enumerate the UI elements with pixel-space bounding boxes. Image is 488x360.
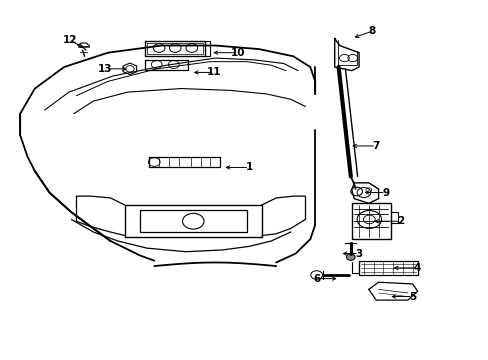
Text: 5: 5 bbox=[408, 292, 415, 302]
Text: 4: 4 bbox=[413, 263, 421, 273]
Text: 3: 3 bbox=[355, 248, 362, 258]
Text: 12: 12 bbox=[62, 35, 77, 45]
Text: 10: 10 bbox=[230, 48, 245, 58]
Text: 11: 11 bbox=[206, 67, 221, 77]
Circle shape bbox=[346, 254, 354, 260]
Text: 8: 8 bbox=[368, 26, 375, 36]
Text: 6: 6 bbox=[312, 274, 320, 284]
Text: 13: 13 bbox=[98, 64, 113, 74]
Text: 1: 1 bbox=[245, 162, 252, 172]
Text: 7: 7 bbox=[372, 141, 379, 151]
Text: 9: 9 bbox=[382, 188, 388, 198]
Text: 2: 2 bbox=[396, 216, 404, 226]
